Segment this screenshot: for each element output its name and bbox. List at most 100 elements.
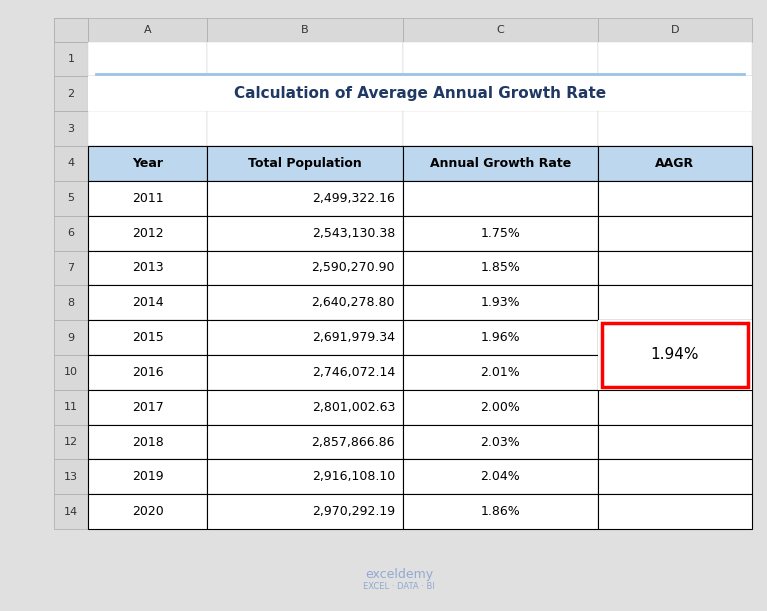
Bar — [88, 494, 207, 529]
Bar — [207, 251, 403, 285]
Bar — [54, 390, 88, 425]
Bar — [403, 355, 598, 390]
Text: 2: 2 — [67, 89, 74, 99]
Text: 2012: 2012 — [132, 227, 163, 240]
Bar — [54, 494, 88, 529]
Bar — [403, 285, 598, 320]
Bar — [207, 390, 403, 425]
Bar — [207, 285, 403, 320]
Bar — [403, 146, 598, 181]
Text: 7: 7 — [67, 263, 74, 273]
Text: Calculation of Average Annual Growth Rate: Calculation of Average Annual Growth Rat… — [234, 86, 606, 101]
Bar — [88, 251, 207, 285]
Bar — [54, 459, 88, 494]
Bar — [88, 390, 207, 425]
Bar — [88, 320, 207, 355]
Bar — [207, 42, 403, 76]
Bar — [598, 494, 752, 529]
Text: 1.75%: 1.75% — [481, 227, 520, 240]
Text: 2,499,322.16: 2,499,322.16 — [312, 192, 395, 205]
Bar — [403, 111, 598, 146]
Text: 3: 3 — [67, 123, 74, 134]
Bar — [207, 320, 403, 355]
Bar — [403, 459, 598, 494]
Text: 14: 14 — [64, 507, 78, 517]
Bar — [598, 459, 752, 494]
Bar — [207, 355, 403, 390]
Bar — [403, 42, 598, 76]
Bar — [598, 251, 752, 285]
Bar — [207, 216, 403, 251]
Bar — [207, 355, 403, 390]
Bar — [207, 390, 403, 425]
Text: 2016: 2016 — [132, 366, 163, 379]
Bar — [88, 76, 752, 111]
Bar — [403, 181, 598, 216]
Bar — [403, 216, 598, 251]
Text: 2,746,072.14: 2,746,072.14 — [311, 366, 395, 379]
Bar — [88, 216, 207, 251]
Text: 1.96%: 1.96% — [481, 331, 520, 344]
Bar — [602, 323, 748, 387]
Bar — [403, 285, 598, 320]
Bar — [207, 320, 403, 355]
Bar — [598, 355, 752, 390]
Bar — [207, 18, 403, 42]
Bar — [88, 111, 207, 146]
Bar — [54, 181, 88, 216]
Text: 2.01%: 2.01% — [481, 366, 520, 379]
Bar — [54, 42, 88, 76]
Bar — [403, 459, 598, 494]
Text: exceldemy: exceldemy — [365, 568, 433, 581]
Bar — [403, 76, 598, 111]
Text: 2018: 2018 — [132, 436, 163, 448]
Text: 11: 11 — [64, 402, 78, 412]
Bar — [207, 425, 403, 459]
Bar — [598, 216, 752, 251]
Bar — [88, 425, 207, 459]
Bar — [207, 425, 403, 459]
Text: 1.85%: 1.85% — [481, 262, 520, 274]
Bar — [88, 285, 207, 320]
Text: 2,970,292.19: 2,970,292.19 — [312, 505, 395, 518]
Text: 2020: 2020 — [132, 505, 163, 518]
Bar — [88, 494, 207, 529]
Bar — [88, 459, 207, 494]
Bar — [88, 18, 207, 42]
Bar — [403, 216, 598, 251]
Text: Annual Growth Rate: Annual Growth Rate — [430, 157, 571, 170]
Bar — [403, 494, 598, 529]
Text: 2019: 2019 — [132, 470, 163, 483]
Text: C: C — [496, 25, 505, 35]
Bar — [598, 425, 752, 459]
Bar — [598, 146, 752, 181]
Bar — [88, 355, 207, 390]
Bar — [598, 146, 752, 181]
Text: A: A — [144, 25, 151, 35]
Bar — [88, 181, 207, 216]
Bar — [207, 146, 403, 181]
Bar — [598, 18, 752, 42]
Text: 10: 10 — [64, 367, 78, 378]
Text: 13: 13 — [64, 472, 78, 482]
Text: Total Population: Total Population — [248, 157, 362, 170]
Bar — [207, 76, 403, 111]
Text: 2,691,979.34: 2,691,979.34 — [312, 331, 395, 344]
Bar — [54, 216, 88, 251]
Text: 2.00%: 2.00% — [481, 401, 520, 414]
Text: 2,857,866.86: 2,857,866.86 — [311, 436, 395, 448]
Bar — [598, 76, 752, 111]
Bar — [207, 111, 403, 146]
Bar — [598, 251, 752, 285]
Text: 2015: 2015 — [132, 331, 163, 344]
Bar — [403, 425, 598, 459]
Text: 1.94%: 1.94% — [650, 348, 700, 362]
Bar — [54, 320, 88, 355]
Text: 2.04%: 2.04% — [481, 470, 520, 483]
Bar — [598, 285, 752, 320]
Text: Year: Year — [132, 157, 163, 170]
Bar — [88, 76, 207, 111]
Text: 1.93%: 1.93% — [481, 296, 520, 309]
Bar — [207, 494, 403, 529]
Bar — [598, 320, 752, 390]
